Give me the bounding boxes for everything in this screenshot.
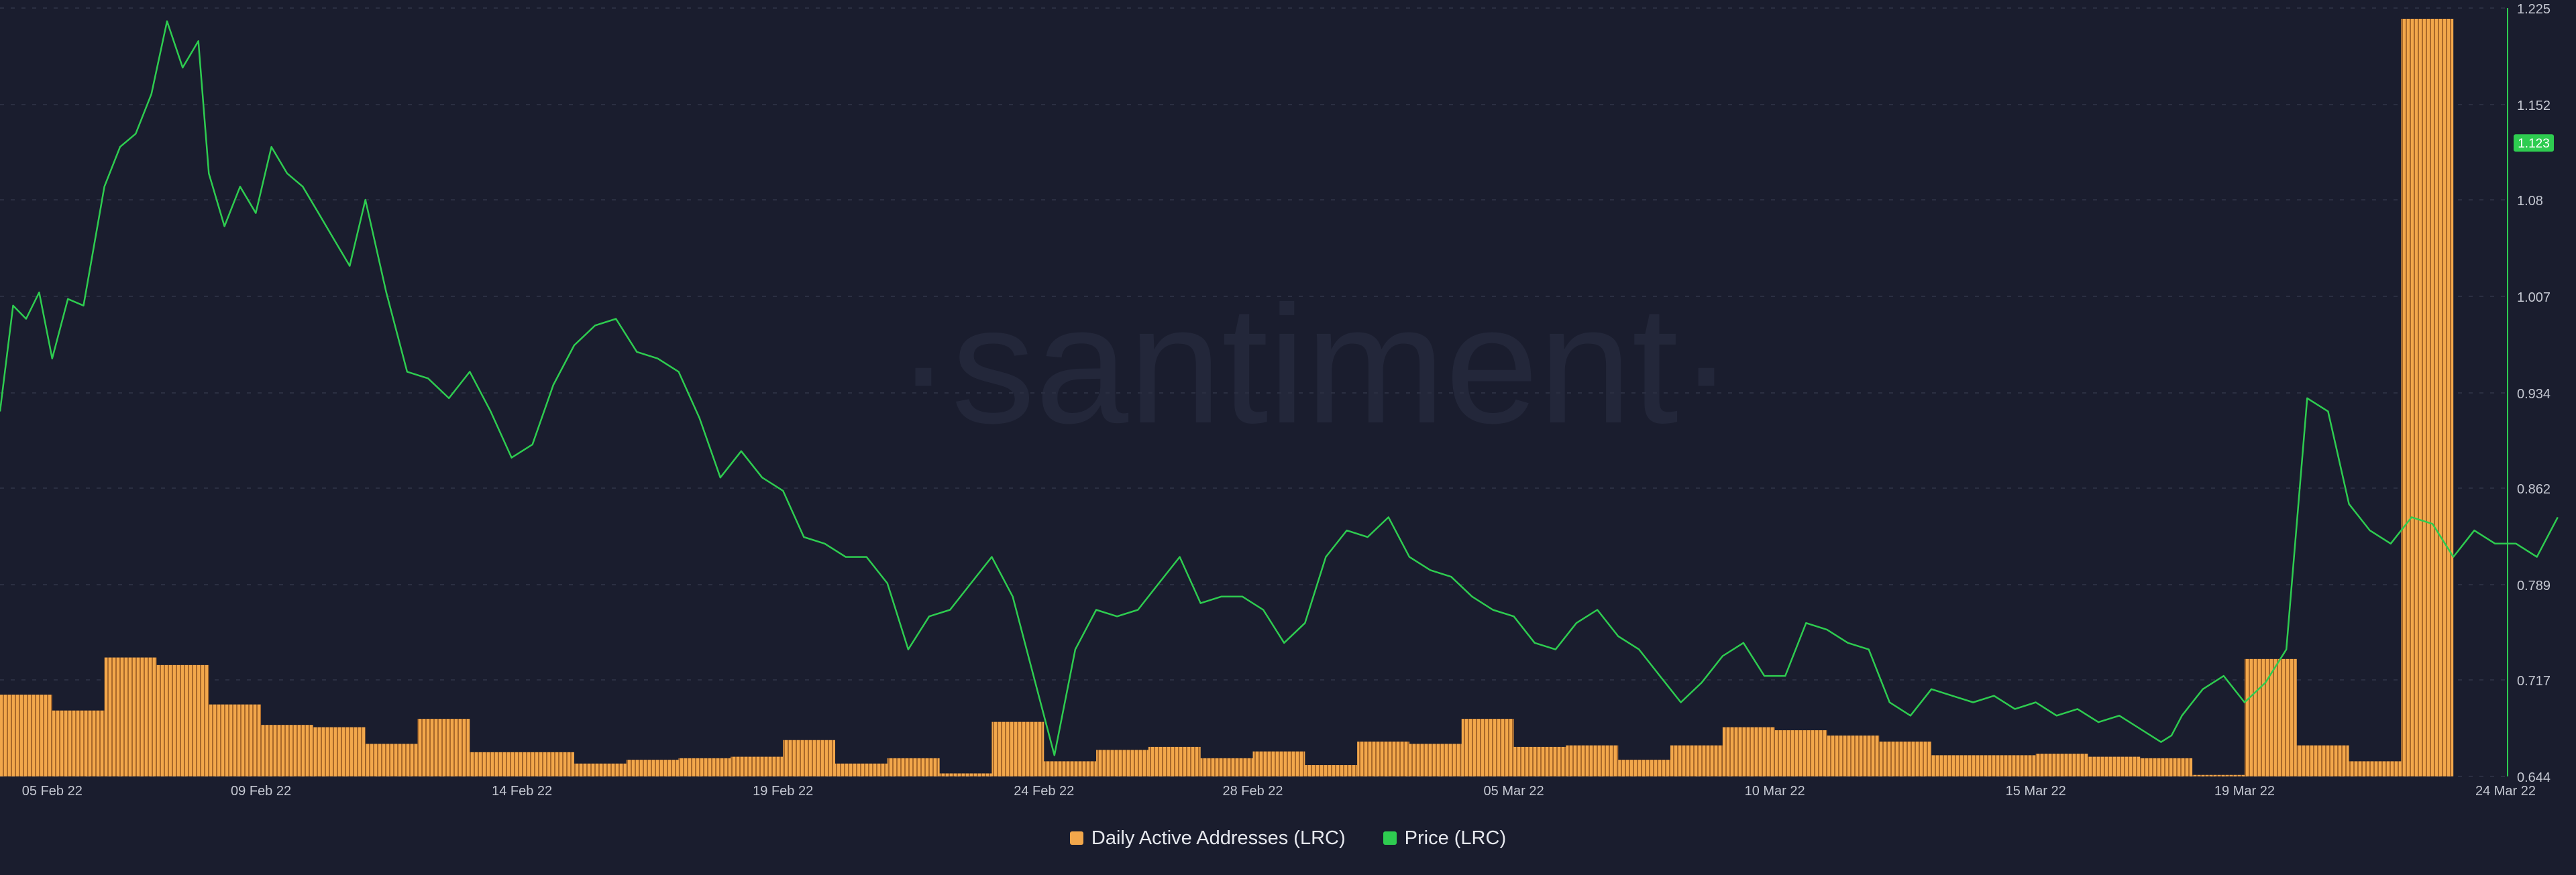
active-addresses-bar — [991, 721, 1044, 776]
price-tick-label: 0.789 — [2517, 579, 2551, 593]
price-tick-label: 1.08 — [2517, 194, 2543, 209]
active-addresses-bar — [0, 694, 52, 776]
active-addresses-bar — [313, 727, 366, 776]
active-addresses-bar — [1148, 746, 1201, 776]
active-addresses-bar — [678, 758, 731, 776]
active-addresses-bar — [2401, 19, 2454, 776]
price-tick-label: 0.644 — [2517, 770, 2551, 785]
active-addresses-bar — [1252, 751, 1305, 776]
current-price-badge-bg — [2514, 134, 2554, 152]
active-addresses-bar — [1357, 742, 1409, 776]
active-addresses-bar — [52, 710, 105, 776]
price-tick-label: 0.717 — [2517, 674, 2551, 689]
active-addresses-bar — [2349, 761, 2402, 776]
price-tick-label: 1.152 — [2517, 99, 2551, 113]
price-axis: 1.225 1.152 1.08 1.007 0.934 0.862 0.789 0.717 0… — [2507, 2, 2551, 785]
legend-swatch-price — [1383, 831, 1397, 845]
active-addresses-bar — [365, 744, 418, 776]
active-addresses-bar — [1931, 755, 1984, 776]
active-addresses-bar — [1722, 727, 1775, 776]
active-addresses-bar — [470, 752, 523, 776]
active-addresses-bar — [1044, 761, 1097, 776]
price-line — [0, 20, 2559, 756]
date-tick-label: 05 Feb 22 — [22, 784, 83, 799]
active-addresses-bar — [1827, 735, 1880, 776]
legend: Daily Active Addresses (LRC) Price (LRC) — [0, 825, 2576, 852]
active-addresses-bar — [2244, 658, 2297, 776]
active-addresses-bar — [2192, 774, 2245, 776]
active-addresses-bar — [626, 760, 679, 776]
active-addresses-bar — [1513, 746, 1566, 776]
active-addresses-bar — [522, 752, 574, 776]
active-addresses-bar — [1305, 765, 1358, 776]
price-tick-label: 0.934 — [2517, 387, 2551, 402]
legend-swatch-active-addresses — [1069, 831, 1083, 845]
active-addresses-bar — [1983, 755, 2036, 776]
active-addresses-bar — [1774, 730, 1827, 776]
active-addresses-bar — [1670, 745, 1723, 776]
legend-label-price: Price (LRC) — [1404, 827, 1507, 849]
active-addresses-bar — [2296, 745, 2349, 776]
date-tick-label: 15 Mar 22 — [2006, 784, 2066, 799]
active-addresses-bars — [0, 19, 2454, 776]
legend-item-price[interactable]: Price (LRC) — [1383, 827, 1506, 850]
date-tick-label: 10 Mar 22 — [1745, 784, 1805, 799]
active-addresses-bar — [783, 740, 835, 776]
date-tick-label: 19 Feb 22 — [753, 784, 813, 799]
active-addresses-bar — [1461, 719, 1514, 776]
active-addresses-bar — [1096, 750, 1148, 776]
watermark: ·santiment· — [896, 271, 1734, 458]
legend-label-active-addresses: Daily Active Addresses (LRC) — [1091, 827, 1346, 849]
current-price-badge: 1.123 — [2514, 134, 2554, 152]
date-tick-label: 19 Mar 22 — [2214, 784, 2275, 799]
active-addresses-bar — [2140, 758, 2193, 776]
active-addresses-bar — [261, 725, 313, 776]
price-tick-label: 1.007 — [2517, 290, 2551, 305]
active-addresses-bar — [1879, 742, 1932, 776]
active-addresses-bar — [574, 763, 627, 776]
current-price-badge-label: 1.123 — [2518, 137, 2550, 151]
active-addresses-bar — [209, 704, 262, 776]
active-addresses-bar — [2088, 756, 2141, 776]
active-addresses-bar — [417, 719, 470, 776]
active-addresses-bar — [731, 756, 784, 776]
date-tick-label: 05 Mar 22 — [1484, 784, 1544, 799]
active-addresses-bar — [104, 657, 157, 776]
active-addresses-bar — [1409, 744, 1462, 776]
active-addresses-bar — [887, 758, 940, 776]
date-tick-label: 28 Feb 22 — [1222, 784, 1283, 799]
active-addresses-bar — [1200, 758, 1253, 776]
date-tick-label: 09 Feb 22 — [231, 784, 291, 799]
date-tick-label: 24 Feb 22 — [1014, 784, 1074, 799]
active-addresses-bar — [1618, 760, 1670, 776]
date-axis: 05 Feb 22 09 Feb 22 14 Feb 22 19 Feb 22 24 F… — [22, 784, 2536, 799]
active-addresses-bar — [939, 773, 992, 776]
price-tick-label: 1.225 — [2517, 2, 2551, 17]
active-addresses-bar — [835, 763, 888, 776]
date-tick-label: 14 Feb 22 — [492, 784, 552, 799]
legend-item-active-addresses[interactable]: Daily Active Addresses (LRC) — [1069, 827, 1346, 850]
price-line-group — [0, 20, 2559, 756]
active-addresses-bar — [156, 664, 209, 776]
active-addresses-bar — [2035, 754, 2088, 776]
active-addresses-bar — [1566, 745, 1619, 776]
date-tick-label: 24 Mar 22 — [2475, 784, 2536, 799]
price-tick-label: 0.862 — [2517, 482, 2551, 497]
